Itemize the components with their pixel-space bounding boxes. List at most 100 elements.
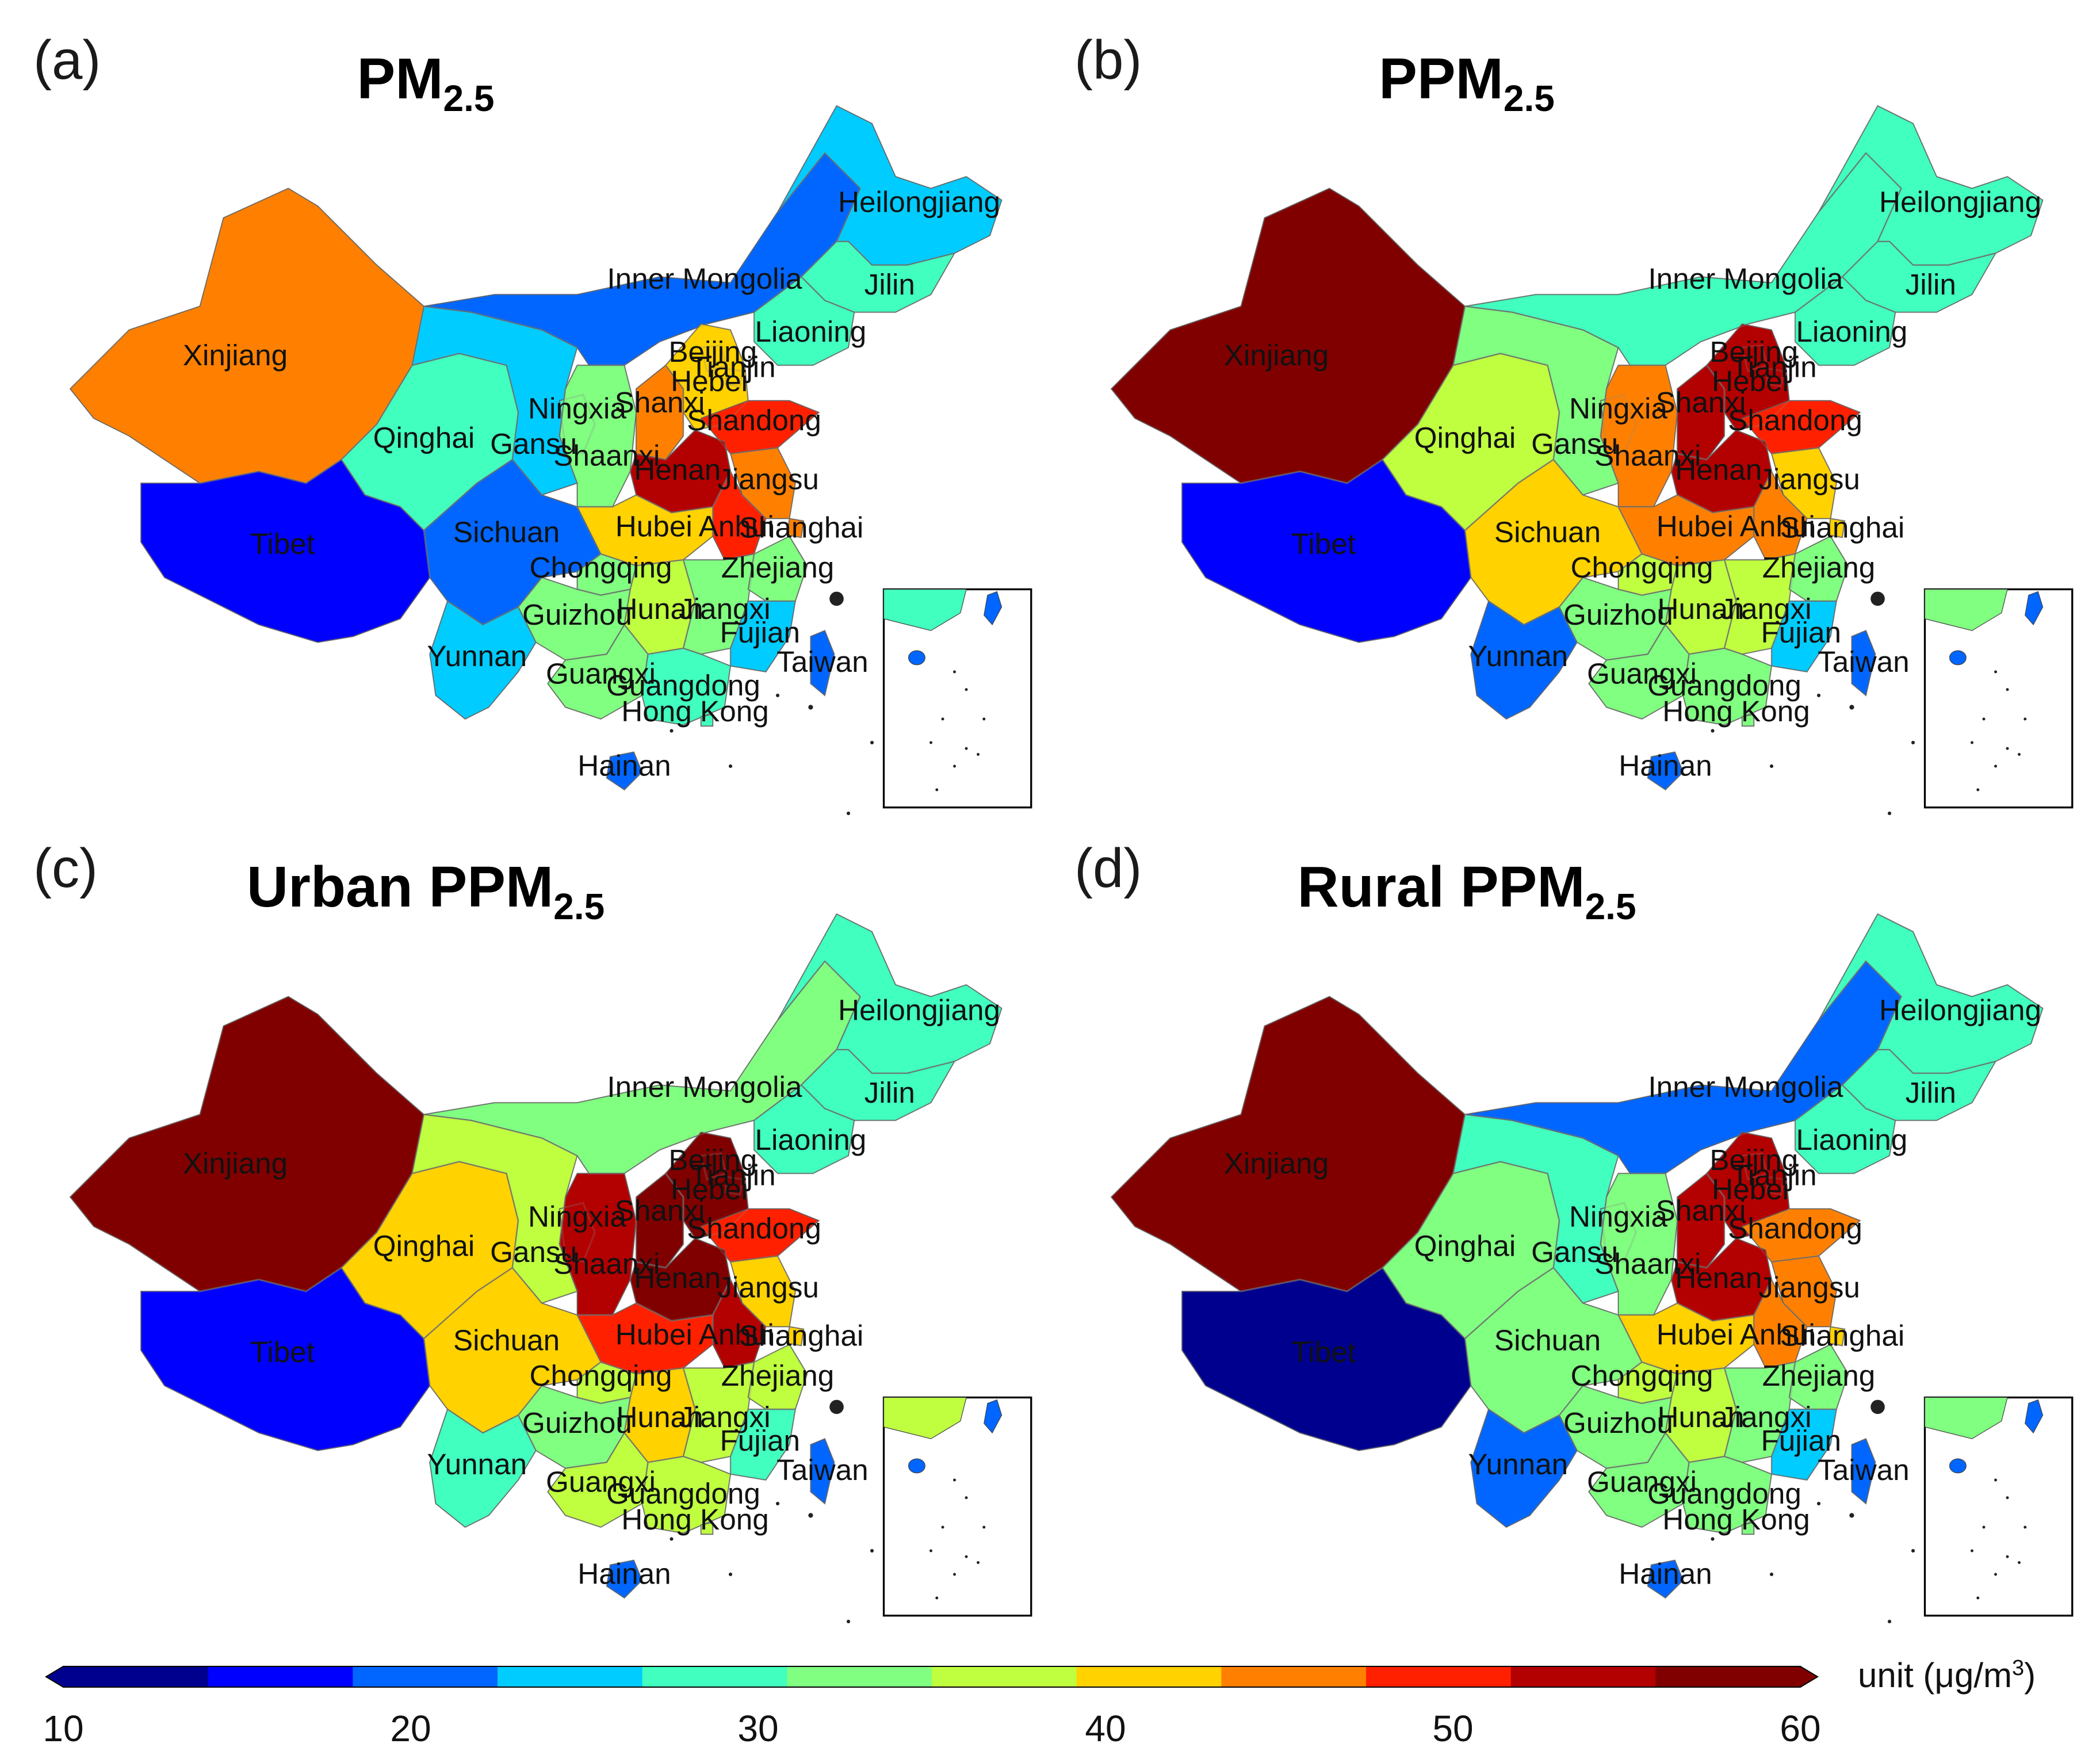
inset-island xyxy=(1976,1596,1980,1600)
inset-island xyxy=(953,1573,956,1576)
province-fujian xyxy=(1771,601,1837,672)
inset-island xyxy=(1994,764,1997,768)
province-label: Henan xyxy=(634,453,721,486)
coast-shade xyxy=(1670,429,1773,514)
province-label: Ningxia xyxy=(528,1200,626,1233)
province-heilongjiang xyxy=(1818,105,2044,266)
province-hainan xyxy=(1647,1559,1684,1599)
coast-shade xyxy=(700,1521,714,1535)
province-shanghai xyxy=(786,1326,804,1347)
coast-shade xyxy=(800,1049,957,1122)
coast-shade xyxy=(1616,1302,1755,1375)
coast-shade xyxy=(1850,629,1877,697)
province-label: Hebei xyxy=(671,1173,748,1206)
inset-island xyxy=(935,1596,939,1600)
province-label: Jiangxi xyxy=(679,592,771,625)
title-main: Rural PPM xyxy=(1297,855,1585,919)
coast-shade xyxy=(809,629,836,697)
coast-shade xyxy=(1741,344,1768,373)
coast-shade xyxy=(699,1152,727,1181)
island-mark xyxy=(1711,729,1715,733)
china-map: Xinjiang Tibet Qinghai Gansu Inner Mongolia H… xyxy=(68,912,1032,1624)
province-label: Heilongjiang xyxy=(1879,994,2041,1027)
inset-island xyxy=(941,1525,944,1529)
coast-shade xyxy=(1794,1084,1897,1175)
province-label: Sichuan xyxy=(453,1324,560,1357)
province-label: Hong Kong xyxy=(621,695,768,728)
colorbar-tick-label: 20 xyxy=(390,1708,431,1749)
coast-shade xyxy=(747,535,809,602)
island-mark xyxy=(1911,740,1915,745)
province-label: Jiangxi xyxy=(1720,1401,1812,1433)
province-label: Jilin xyxy=(865,268,915,301)
coast-shade xyxy=(1827,517,1846,539)
coast-shade xyxy=(1705,1131,1791,1240)
province-label: Inner Mongolia xyxy=(1648,262,1843,295)
province-label: Shandong xyxy=(1728,404,1862,437)
coast-shade xyxy=(559,1172,637,1316)
coast-shade xyxy=(786,517,805,539)
coast-shade xyxy=(411,305,579,496)
province-label: Zhejiang xyxy=(721,1359,835,1392)
panel-letter: (b) xyxy=(1074,29,1142,91)
title-main: Urban PPM xyxy=(246,855,554,919)
unit-sup: 3 xyxy=(2011,1656,2025,1680)
coast-shade xyxy=(1770,1255,1838,1328)
province-label: Hebei xyxy=(671,365,748,397)
inset-island xyxy=(1994,1573,1997,1576)
coast-shade xyxy=(664,1131,749,1240)
province-label: Henan xyxy=(1675,453,1762,486)
inset-frame xyxy=(882,588,1032,809)
province-label: Shaanxi xyxy=(1594,1247,1701,1280)
map-group: Xinjiang Tibet Qinghai Gansu Inner Mongolia H… xyxy=(68,912,1032,1624)
coast-shade xyxy=(1181,1266,1472,1452)
inset-island xyxy=(953,764,956,768)
panel-urban-ppm25: (c) Urban PPM2.5 Xinjiang Tibet Qinghai Gan… xyxy=(23,820,1058,1625)
province-label: Chongqing xyxy=(530,1359,672,1392)
province-label: Inner Mongolia xyxy=(607,262,802,295)
coast-shade xyxy=(1464,458,1643,626)
province-label: Taiwan xyxy=(1818,1454,1910,1486)
province-label: Zhejiang xyxy=(721,551,835,584)
province-guangdong xyxy=(641,1456,731,1534)
province-label: Liaoning xyxy=(755,1123,867,1156)
inset-island xyxy=(965,688,968,691)
province-label: Sichuan xyxy=(1494,1324,1601,1357)
coast-shade xyxy=(1470,599,1578,720)
coast-shade xyxy=(1181,458,1472,644)
coast-shade xyxy=(1452,1113,1620,1305)
province-label: Qinghai xyxy=(373,1230,475,1263)
coast-shade xyxy=(1841,240,1998,313)
coast-shade xyxy=(1770,1408,1838,1481)
coast-shade xyxy=(1766,1176,1785,1196)
south-china-sea-inset xyxy=(1923,588,2074,809)
inset-frame xyxy=(1923,588,2074,809)
province-label: Shanghai xyxy=(739,1319,864,1352)
province-label: Beijing xyxy=(668,1144,757,1176)
coast-shade xyxy=(1464,959,1903,1175)
coast-shade xyxy=(1599,393,1638,455)
province-guangdong xyxy=(1682,648,1772,725)
province-label: Liaoning xyxy=(1796,315,1908,348)
island-mark xyxy=(829,591,844,606)
inset-island xyxy=(965,1496,968,1500)
province-label: Hong Kong xyxy=(1662,1503,1810,1536)
province-label: Heilongjiang xyxy=(1879,186,2041,219)
inset-taiwan xyxy=(2025,1399,2044,1434)
inset-taiwan xyxy=(984,591,1003,626)
island-mark xyxy=(829,1399,844,1414)
province-label: Gansu xyxy=(1531,1236,1618,1268)
island-mark xyxy=(1911,1548,1915,1553)
province-label: Shaanxi xyxy=(1594,439,1701,472)
coast-shade xyxy=(786,1325,805,1347)
inset-taiwan xyxy=(2025,591,2044,626)
province-label: Hainan xyxy=(1619,749,1712,782)
coast-shade xyxy=(729,1408,797,1481)
province-guizhou xyxy=(1559,577,1672,661)
inset-island xyxy=(2006,1555,2009,1558)
coast-shade xyxy=(623,1367,697,1464)
coast-shade xyxy=(1464,1266,1643,1434)
panel-pm25: (a) PM2.5 Xinjiang Tibet Qinghai Gansu Inner… xyxy=(23,12,1058,817)
coast-shade xyxy=(1464,151,1903,366)
inset-mainland xyxy=(883,1397,967,1439)
